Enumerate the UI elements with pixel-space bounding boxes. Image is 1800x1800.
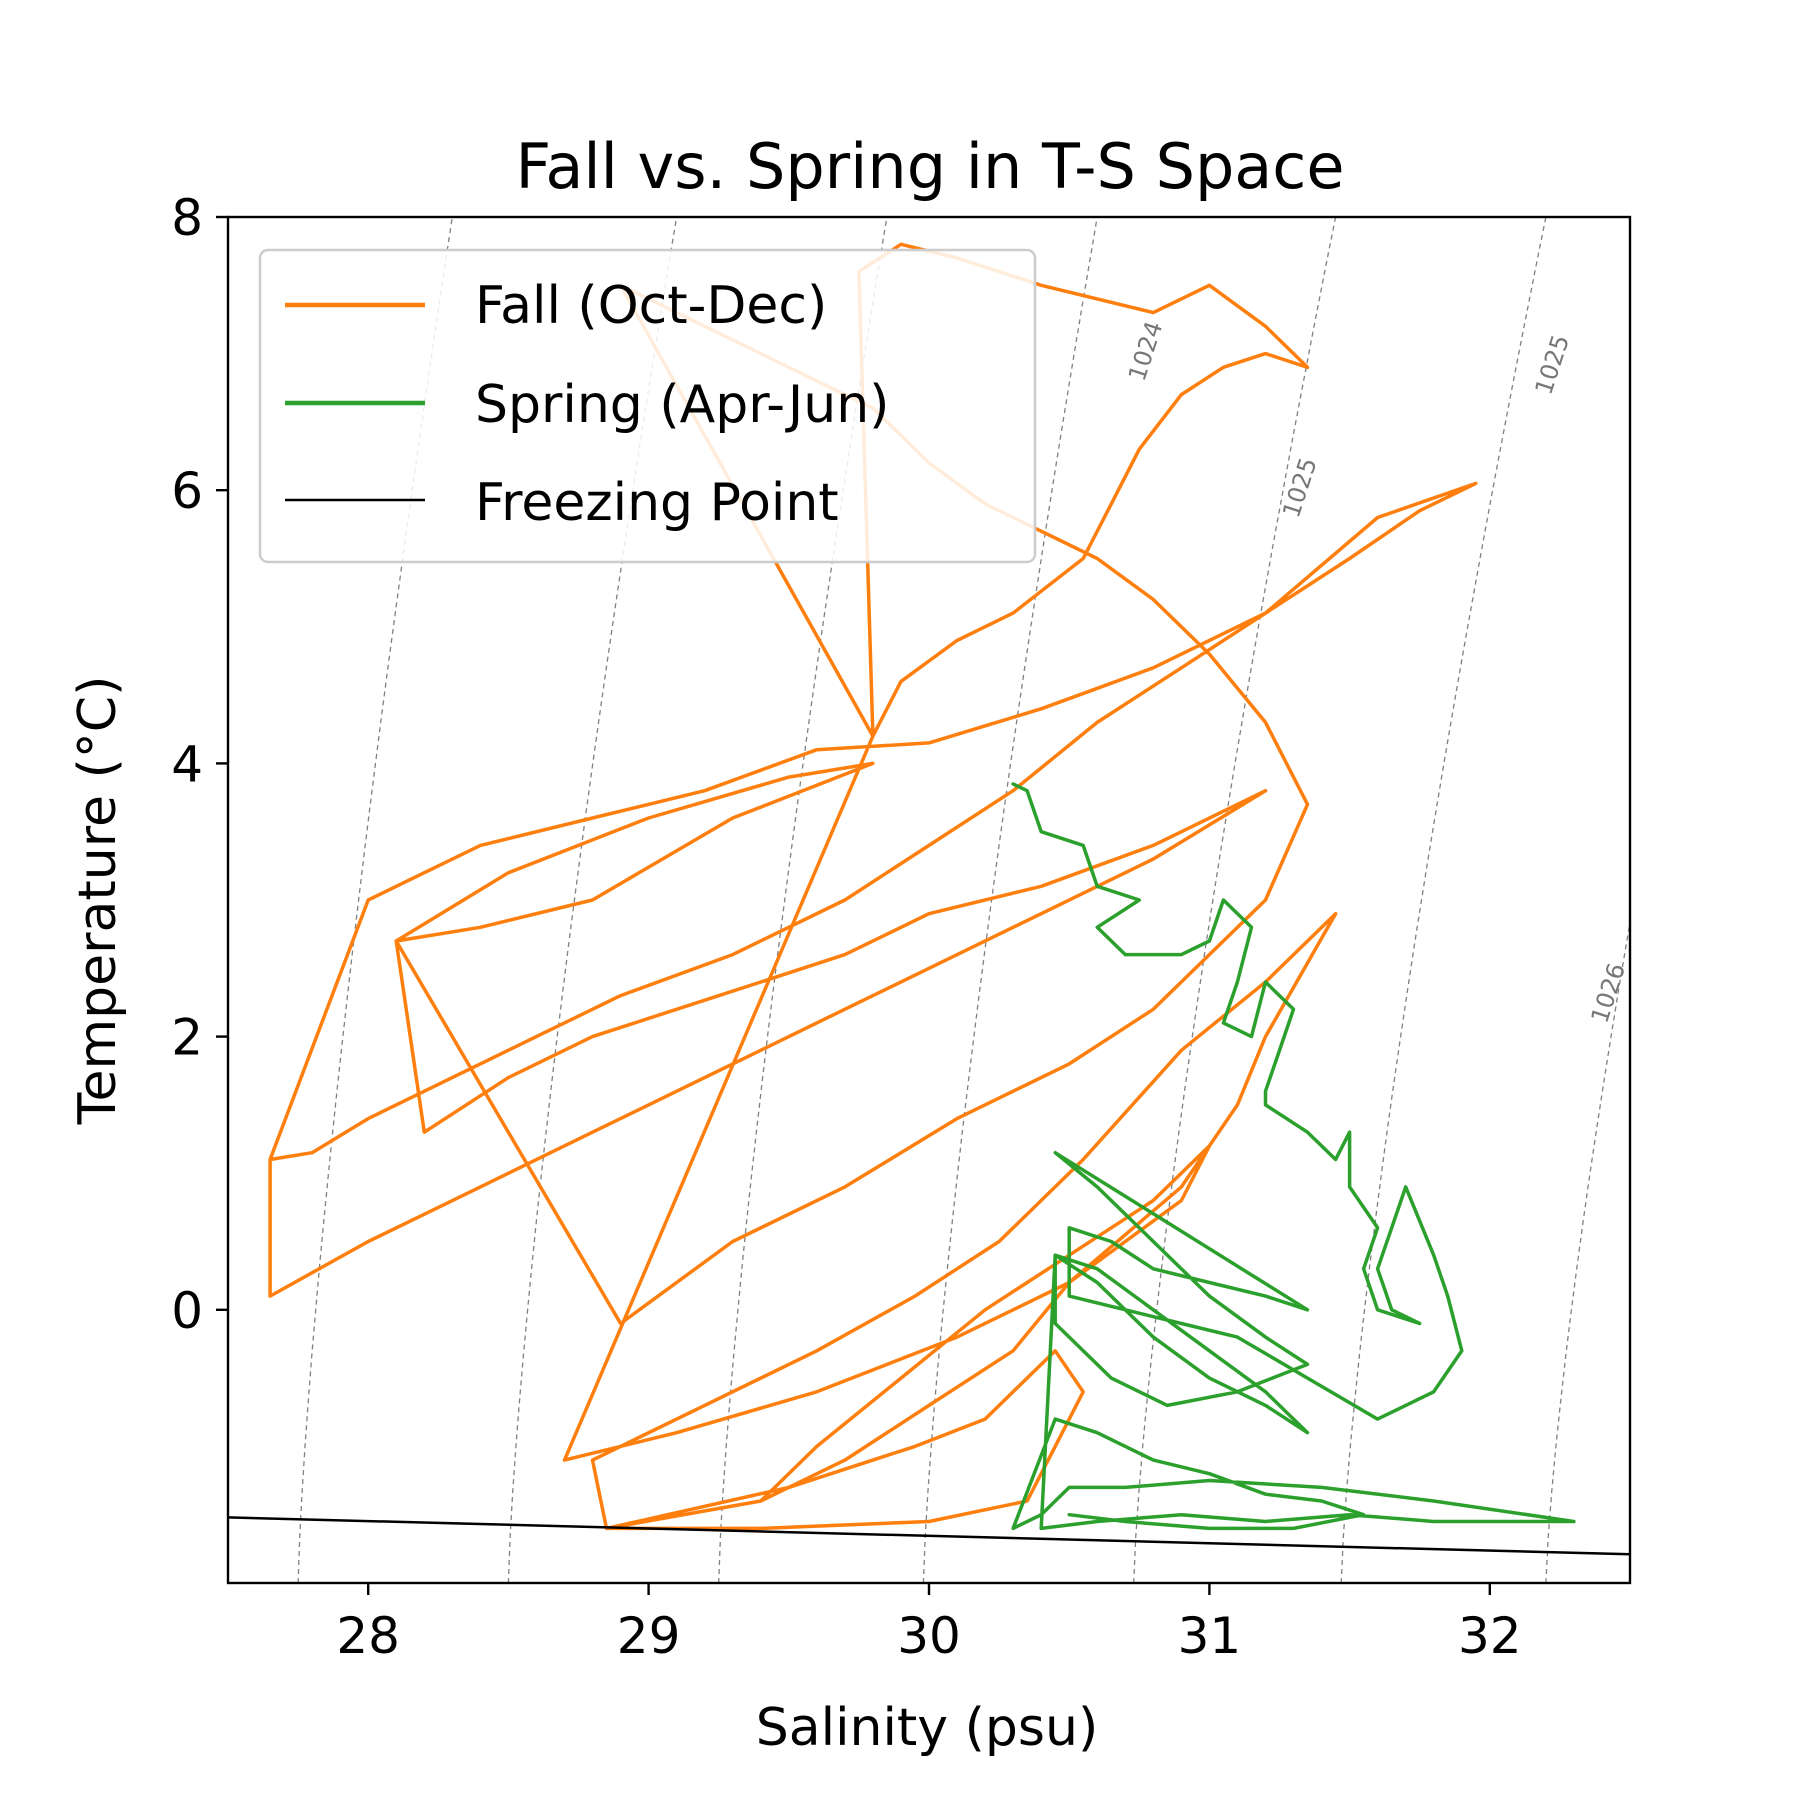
legend-label-fall: Fall (Oct-Dec) [475, 276, 827, 336]
isopycnal-label-3: 1026 [1586, 960, 1632, 1027]
freezing-point-line [228, 1516, 1630, 1556]
isopycnal-line-6 [1545, 918, 1630, 1583]
spring-series-line [1011, 782, 1576, 1531]
isopycnal-label-2: 1025 [1530, 331, 1576, 398]
y-tick-label-2: 4 [171, 735, 203, 793]
y-tick-label-3: 6 [171, 462, 203, 520]
x-tick-label-0: 28 [336, 1607, 400, 1665]
isopycnal-line-4 [1133, 217, 1337, 1583]
legend-label-spring: Spring (Apr-Jun) [475, 375, 889, 435]
y-axis-ticks: 0 2 4 6 8 [171, 189, 228, 1340]
y-tick-label-1: 2 [171, 1009, 203, 1067]
y-tick-label-0: 0 [171, 1282, 203, 1340]
y-tick-label-4: 8 [171, 189, 203, 247]
x-tick-label-4: 32 [1458, 1607, 1522, 1665]
y-axis-label: Temperature (°C) [68, 676, 128, 1126]
isopycnal-label-0: 1024 [1123, 318, 1169, 385]
legend-label-freezing: Freezing Point [475, 473, 839, 533]
fall-series-line [268, 242, 1478, 1531]
isopycnal-line-5 [1340, 217, 1547, 1583]
isopycnal-label-1: 1025 [1277, 454, 1323, 521]
x-tick-label-2: 30 [897, 1607, 961, 1665]
x-tick-label-1: 29 [617, 1607, 681, 1665]
x-axis-ticks: 28 29 30 31 32 [336, 1583, 1522, 1665]
isopycnal-labels: 1024 1025 1025 1026 [1123, 318, 1631, 1027]
legend-box [258, 248, 1037, 564]
x-tick-label-3: 31 [1178, 1607, 1242, 1665]
legend: Fall (Oct-Dec) Spring (Apr-Jun) Freezing… [258, 248, 1037, 564]
series-lines [228, 242, 1630, 1556]
x-axis-label: Salinity (psu) [756, 1698, 1099, 1758]
chart-title: Fall vs. Spring in T-S Space [515, 130, 1344, 203]
